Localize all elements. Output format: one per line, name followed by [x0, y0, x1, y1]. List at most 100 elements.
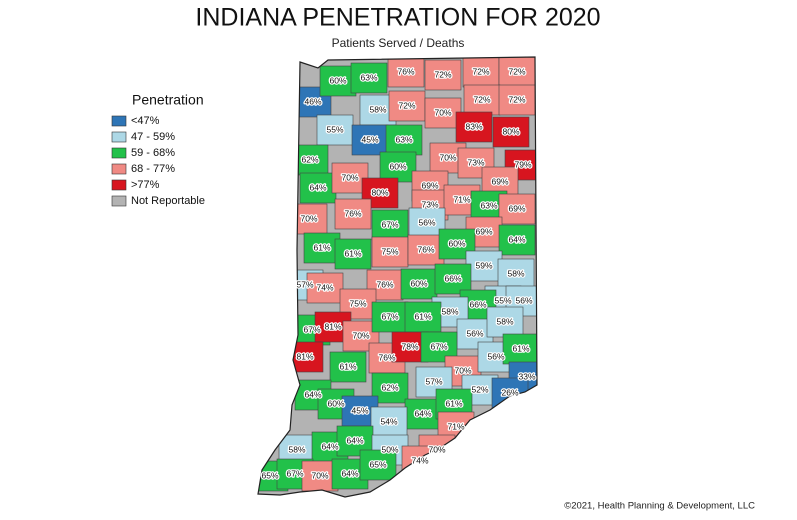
county-label: 70%	[352, 330, 369, 340]
county-label: 75%	[381, 246, 398, 256]
county-label: 71%	[447, 421, 464, 431]
county	[424, 97, 462, 129]
county	[498, 84, 536, 116]
county	[385, 124, 423, 156]
county-label: 61%	[344, 248, 361, 258]
county-label: 60%	[329, 75, 346, 85]
legend: Penetration <47% 47 - 59% 59 - 68% 68 - 77%…	[111, 92, 205, 207]
county-label: 67%	[381, 311, 398, 321]
county-label: 62%	[301, 154, 318, 164]
county-label: 58%	[507, 268, 524, 278]
county-label: 60%	[327, 398, 344, 408]
legend-swatch	[111, 179, 127, 191]
county	[455, 111, 493, 143]
county	[371, 236, 409, 268]
county-label: 63%	[395, 134, 412, 144]
county	[404, 301, 442, 333]
county-label: 74%	[411, 455, 428, 465]
county-label: 72%	[472, 66, 489, 76]
county-label: 70%	[341, 172, 358, 182]
county	[404, 398, 442, 430]
county-label: 45%	[351, 405, 368, 415]
county-label: 56%	[515, 295, 532, 305]
county-label: 55%	[494, 295, 511, 305]
county	[407, 234, 445, 266]
county	[371, 209, 409, 241]
county-label: 70%	[434, 107, 451, 117]
state-outline	[257, 56, 538, 498]
county-label: 56%	[418, 217, 435, 227]
county-label: 56%	[466, 328, 483, 338]
county-label: 72%	[434, 69, 451, 79]
county-label: 73%	[421, 199, 438, 209]
county-label: 70%	[300, 213, 317, 223]
county-label: 72%	[473, 94, 490, 104]
county-label: 64%	[321, 441, 338, 451]
legend-label: 47 - 59%	[131, 131, 175, 143]
county-label: 71%	[453, 194, 470, 204]
legend-label: <47%	[131, 115, 160, 127]
county-label: 62%	[381, 382, 398, 392]
legend-swatch	[111, 147, 127, 159]
title: INDIANA PENETRATION FOR 2020	[195, 4, 600, 32]
county-label: 61%	[512, 343, 529, 353]
county-label: 56%	[487, 351, 504, 361]
county-label: 58%	[496, 316, 513, 326]
county-label: 64%	[346, 435, 363, 445]
county-label: 70%	[428, 444, 445, 454]
county-label: 81%	[296, 351, 313, 361]
county-label: 61%	[414, 311, 431, 321]
county-label: 76%	[376, 279, 393, 289]
county	[400, 268, 438, 300]
legend-label: 68 - 77%	[131, 163, 175, 175]
county	[498, 224, 536, 256]
label-layer: 46% 60% 63% 76% 72% 72% 72% 58% 72% 70% 72% 72% 55% 4…	[260, 65, 537, 482]
county-label: 69%	[508, 203, 525, 213]
county	[334, 198, 372, 230]
county-label: 67%	[286, 468, 303, 478]
county-label: 50%	[381, 444, 398, 454]
county	[434, 263, 472, 295]
county-label: 63%	[360, 72, 377, 82]
legend-swatch	[111, 115, 127, 127]
county-label: 81%	[324, 321, 341, 331]
county-label: 79%	[514, 159, 531, 169]
county-label: 65%	[369, 459, 386, 469]
county-label: 67%	[303, 324, 320, 334]
county	[306, 272, 344, 304]
county	[415, 366, 453, 398]
county-label: 76%	[344, 208, 361, 218]
county-label: 83%	[465, 121, 482, 131]
county	[424, 59, 462, 91]
county-label: 63%	[480, 200, 497, 210]
county-label: 69%	[491, 176, 508, 186]
county-label: 26%	[501, 387, 518, 397]
county-label: 74%	[316, 282, 333, 292]
county-label: 76%	[397, 66, 414, 76]
county-label: 67%	[430, 341, 447, 351]
county-label: 57%	[425, 376, 442, 386]
county-label: 80%	[502, 126, 519, 136]
county-label: 58%	[288, 444, 305, 454]
county-label: 46%	[304, 96, 321, 106]
county-label: 61%	[313, 242, 330, 252]
county-label: 78%	[401, 341, 418, 351]
county-label: 66%	[444, 273, 461, 283]
legend-swatch	[111, 195, 127, 207]
county-label: 66%	[469, 299, 486, 309]
county-label: 65%	[261, 470, 278, 480]
county-label: 70%	[311, 470, 328, 480]
county-label: 69%	[475, 226, 492, 236]
county-label: 61%	[339, 361, 356, 371]
subtitle: Patients Served / Deaths	[332, 36, 465, 50]
county-label: 57%	[296, 279, 313, 289]
county-layer	[258, 57, 537, 497]
county-label: 76%	[417, 244, 434, 254]
county	[359, 449, 397, 481]
legend-label: 59 - 68%	[131, 147, 175, 159]
county-label: 67%	[381, 219, 398, 229]
county	[299, 172, 337, 204]
county	[334, 238, 372, 270]
legend-label: Not Reportable	[131, 195, 205, 207]
